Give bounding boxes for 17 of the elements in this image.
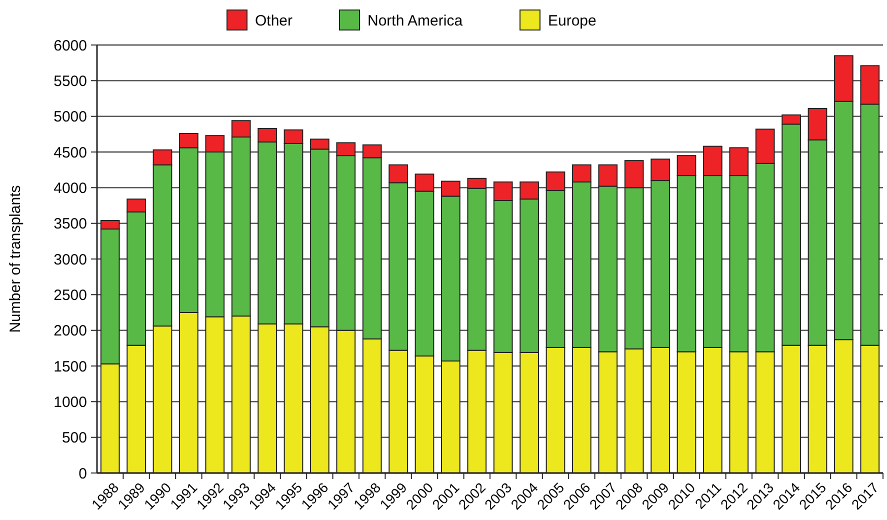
y-tick-label: 3500 bbox=[54, 216, 87, 233]
y-tick-label: 6000 bbox=[54, 37, 87, 54]
y-tick-label: 500 bbox=[62, 430, 87, 447]
y-tick-label: 5000 bbox=[54, 108, 87, 126]
y-axis-title: Number of transplants bbox=[7, 185, 24, 333]
legend-label: Other bbox=[255, 12, 293, 30]
y-tick-label: 1000 bbox=[54, 394, 87, 411]
y-tick-label: 2000 bbox=[54, 322, 87, 340]
y-tick-label: 4500 bbox=[54, 144, 87, 162]
y-tick-label: 5500 bbox=[54, 72, 87, 90]
legend-label: North America bbox=[368, 12, 464, 30]
y-tick-label: 1500 bbox=[54, 358, 87, 376]
y-tick-label: 4000 bbox=[54, 180, 87, 197]
legend-label: Europe bbox=[548, 12, 596, 30]
y-tick-label: 3000 bbox=[54, 251, 87, 268]
y-tick-label: 2500 bbox=[54, 286, 87, 304]
y-tick-label: 0 bbox=[78, 465, 87, 482]
